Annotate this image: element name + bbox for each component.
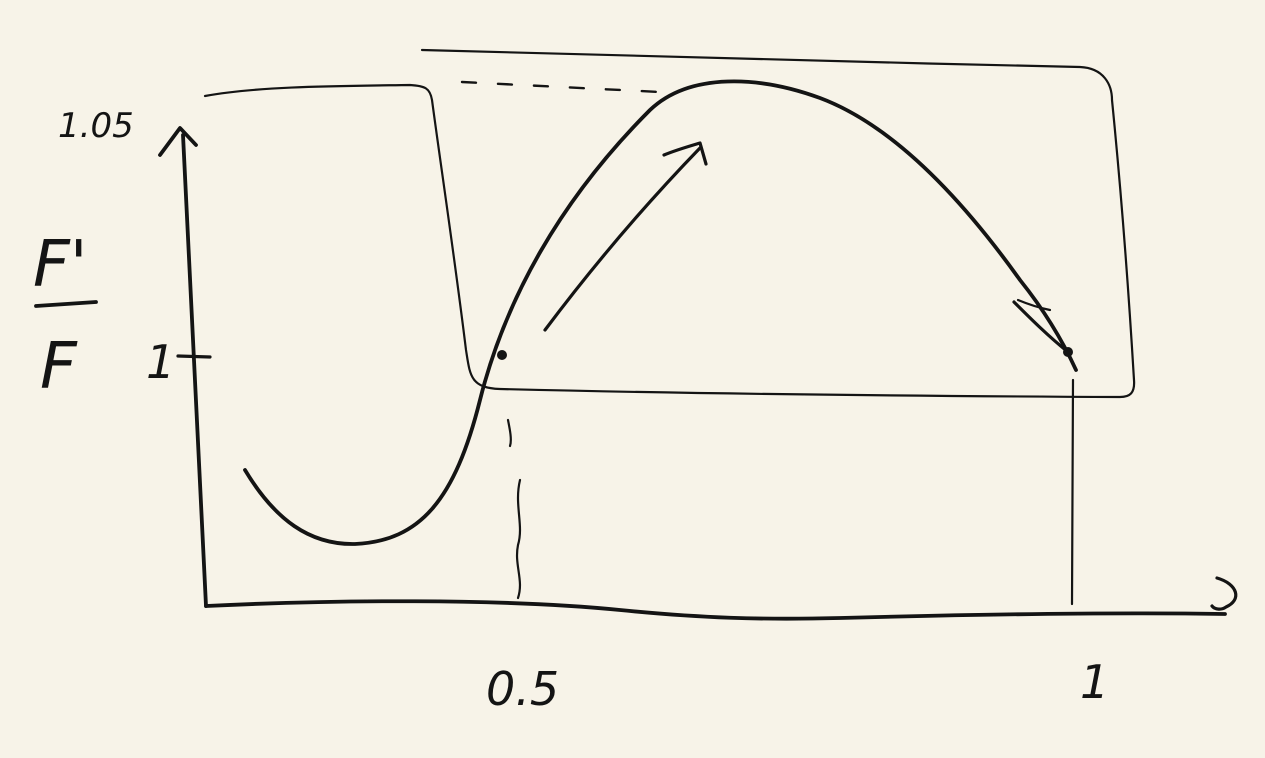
growth-arrow [543, 146, 702, 332]
right-approach-tick [1016, 298, 1052, 312]
x-tick-label-1: 1 [1080, 655, 1109, 709]
y-tick-1 [176, 354, 212, 359]
main-curve [243, 79, 1078, 546]
x-axis [204, 599, 1227, 621]
upper-boundary-shape [203, 48, 1136, 399]
x-axis-arrowhead [1210, 576, 1238, 611]
y-label-denominator: F [40, 330, 78, 404]
y-axis-arrowhead [158, 126, 198, 157]
dashed-line-1-05 [460, 80, 662, 94]
right-approach-arrow [1012, 300, 1070, 354]
y-axis [181, 133, 208, 608]
drop-line-left [506, 418, 522, 600]
y-tick-label-1: 1 [146, 335, 175, 389]
intersection-point-right [1063, 347, 1073, 357]
growth-arrowhead [662, 141, 708, 166]
drop-line-right [1070, 378, 1075, 606]
y-tick-label-1-05: 1.05 [58, 106, 134, 146]
intersection-point-left [497, 350, 507, 360]
y-label-numerator: F' [33, 228, 87, 302]
x-tick-label-0-5: 0.5 [486, 662, 559, 716]
y-label-fraction-bar [34, 300, 98, 308]
